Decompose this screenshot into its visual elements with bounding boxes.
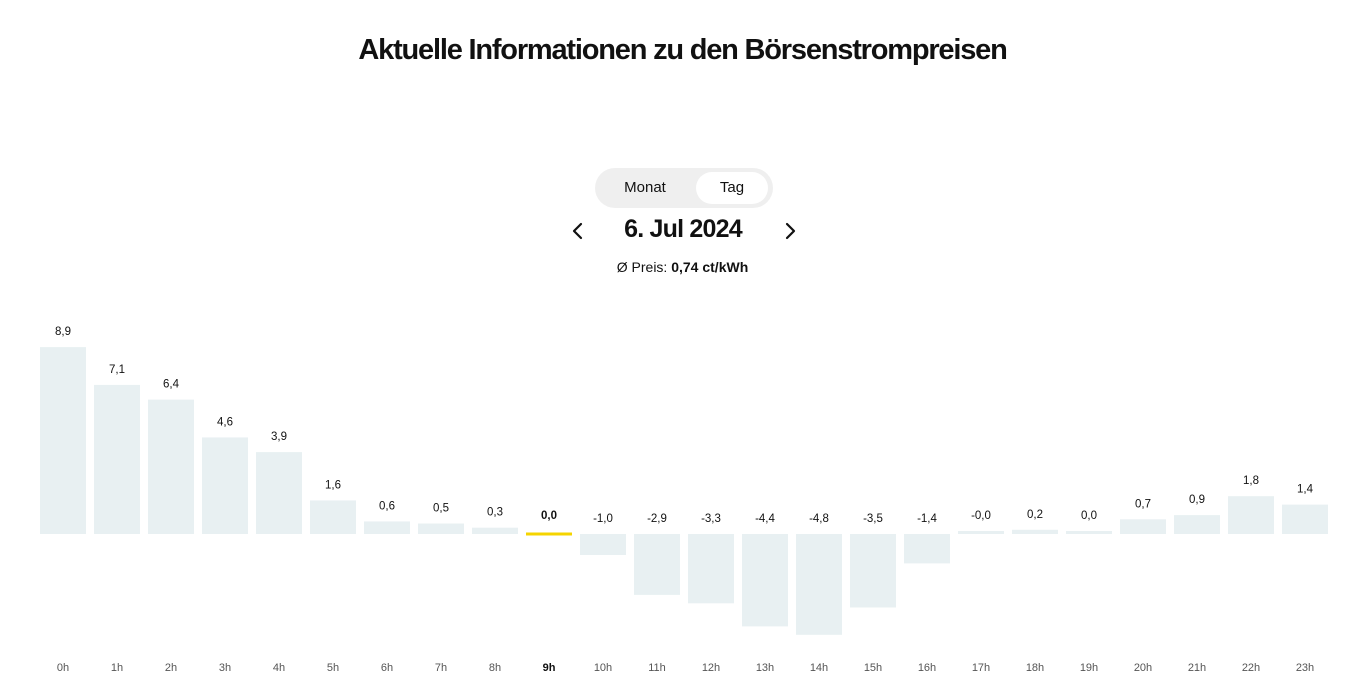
bar-1h[interactable] [94, 384, 140, 534]
page-title: Aktuelle Informationen zu den Börsenstro… [358, 34, 1007, 66]
bar-8h[interactable] [472, 527, 518, 534]
bar-value-label: -1,4 [917, 513, 937, 525]
bar-7h[interactable] [418, 523, 464, 535]
next-day-button[interactable] [778, 219, 802, 243]
bar-value-label: -3,5 [863, 513, 883, 525]
bar-19h[interactable] [1066, 531, 1112, 534]
bar-2h[interactable] [148, 399, 194, 534]
view-toggle: Monat Tag [595, 168, 773, 208]
x-tick-label: 20h [1134, 662, 1152, 674]
bar-23h[interactable] [1282, 504, 1328, 534]
x-tick-label: 21h [1188, 662, 1206, 674]
x-tick-label: 14h [810, 662, 828, 674]
bar-21h[interactable] [1174, 515, 1220, 534]
x-tick-label: 22h [1242, 662, 1260, 674]
x-tick-label: 4h [273, 662, 285, 674]
bar-value-label: 3,9 [271, 431, 287, 443]
x-tick-label: 18h [1026, 662, 1044, 674]
bar-value-label: 0,7 [1135, 498, 1151, 510]
x-tick-label: 19h [1080, 662, 1098, 674]
bar-18h[interactable] [1012, 529, 1058, 534]
x-tick-label: 1h [111, 662, 123, 674]
x-tick-label: 11h [648, 662, 666, 674]
bar-value-label: 7,1 [109, 364, 125, 376]
bar-3h[interactable] [202, 437, 248, 534]
x-tick-label: 6h [381, 662, 393, 674]
x-tick-label: 15h [864, 662, 882, 674]
x-tick-label: 5h [327, 662, 339, 674]
bar-0h[interactable] [40, 347, 86, 534]
bar-value-label: -2,9 [647, 513, 667, 525]
x-tick-label: 7h [435, 662, 447, 674]
x-tick-label: 13h [756, 662, 774, 674]
x-tick-label: 10h [594, 662, 612, 674]
bar-value-label: 0,9 [1189, 494, 1205, 506]
bar-10h[interactable] [580, 534, 626, 555]
bar-value-label: 1,6 [325, 479, 341, 491]
avg-price-value: 0,74 ct/kWh [671, 259, 749, 275]
bar-value-label: -0,0 [971, 510, 991, 522]
bar-value-label: 1,8 [1243, 475, 1259, 487]
bar-22h[interactable] [1228, 496, 1274, 534]
x-tick-label: 9h [543, 662, 556, 674]
bar-14h[interactable] [796, 534, 842, 635]
bar-6h[interactable] [364, 521, 410, 534]
bar-value-label: -3,3 [701, 513, 721, 525]
bar-value-label: 4,6 [217, 416, 233, 428]
bar-5h[interactable] [310, 500, 356, 534]
x-tick-label: 16h [918, 662, 936, 674]
bar-value-label: 0,3 [487, 507, 503, 519]
bar-value-label: 0,5 [433, 503, 449, 515]
bar-value-label: -4,8 [809, 513, 829, 525]
x-tick-label: 23h [1296, 662, 1314, 674]
toggle-day-button[interactable]: Tag [696, 172, 768, 204]
bar-value-label: 0,2 [1027, 509, 1043, 521]
bar-16h[interactable] [904, 534, 950, 564]
avg-price-label: Ø Preis: [616, 259, 668, 275]
bar-11h[interactable] [634, 534, 680, 595]
active-hour-indicator [526, 532, 572, 536]
bar-value-label: 0,0 [541, 510, 557, 522]
toggle-month-button[interactable]: Monat [624, 179, 666, 196]
average-price: Ø Preis: 0,74 ct/kWh [0, 259, 1365, 275]
bar-20h[interactable] [1120, 519, 1166, 534]
x-tick-label: 3h [219, 662, 231, 674]
x-tick-label: 17h [972, 662, 990, 674]
bar-value-label: -4,4 [755, 513, 775, 525]
bar-value-label: 6,4 [163, 379, 180, 391]
date-label: 6. Jul 2024 [624, 215, 742, 243]
chevron-right-icon [785, 222, 796, 240]
x-tick-label: 8h [489, 662, 501, 674]
bar-value-label: 0,0 [1081, 510, 1097, 522]
bar-4h[interactable] [256, 452, 302, 534]
x-tick-label: 12h [702, 662, 720, 674]
bar-15h[interactable] [850, 534, 896, 608]
bar-value-label: 1,4 [1297, 484, 1314, 496]
bar-17h[interactable] [958, 531, 1004, 534]
bar-value-label: -1,0 [593, 513, 613, 525]
chevron-left-icon [572, 222, 583, 240]
x-tick-label: 2h [165, 662, 177, 674]
bar-value-label: 8,9 [55, 326, 71, 338]
bar-value-label: 0,6 [379, 500, 395, 512]
bar-13h[interactable] [742, 534, 788, 627]
x-tick-label: 0h [57, 662, 69, 674]
bar-12h[interactable] [688, 534, 734, 604]
prev-day-button[interactable] [566, 219, 590, 243]
